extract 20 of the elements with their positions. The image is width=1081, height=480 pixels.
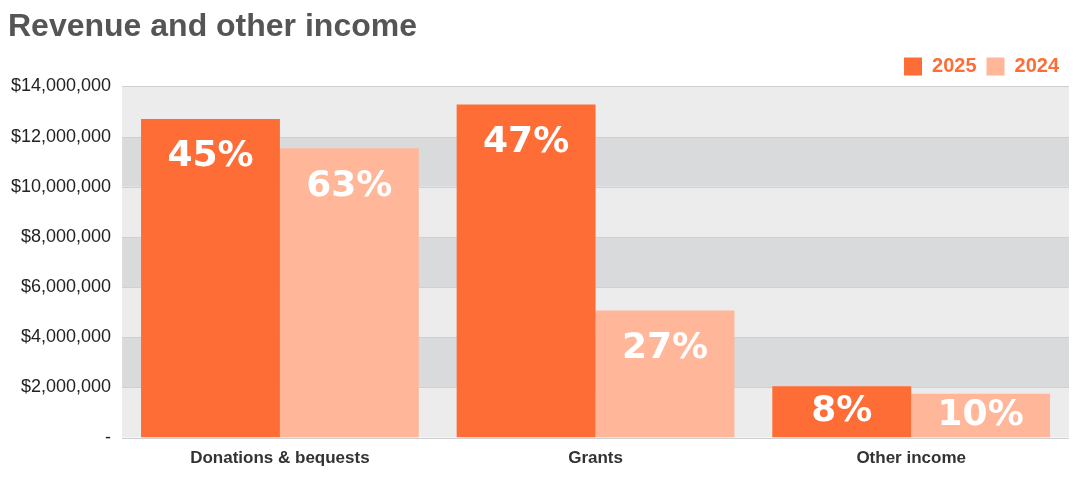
annotation: 27% (621, 324, 709, 366)
y-tick-label: $14,000,000 (10, 75, 112, 96)
y-tick-label: $2,000,000 (21, 376, 112, 397)
legend-label: 2025 (932, 53, 977, 76)
annotation: 8% (811, 388, 873, 430)
chart-title: Revenue and other income (8, 7, 417, 44)
legend-label: 2024 (1014, 53, 1060, 76)
y-tick-label: $4,000,000 (21, 326, 112, 347)
annotation: 10% (937, 392, 1024, 434)
annotation: 45% (167, 133, 254, 175)
y-tick-label: $12,000,000 (10, 125, 112, 146)
x-tick-label: Grants (568, 448, 623, 468)
x-tick-label: Other income (856, 448, 966, 468)
annotation: 47% (483, 118, 570, 160)
y-tick-label: $10,000,000 (10, 175, 112, 196)
y-tick-label: $8,000,000 (21, 225, 112, 246)
y-tick-label: - (105, 426, 112, 447)
x-tick-label: Donations & bequests (190, 448, 370, 468)
annotation: 63% (306, 162, 393, 204)
y-tick-label: $6,000,000 (21, 276, 112, 297)
